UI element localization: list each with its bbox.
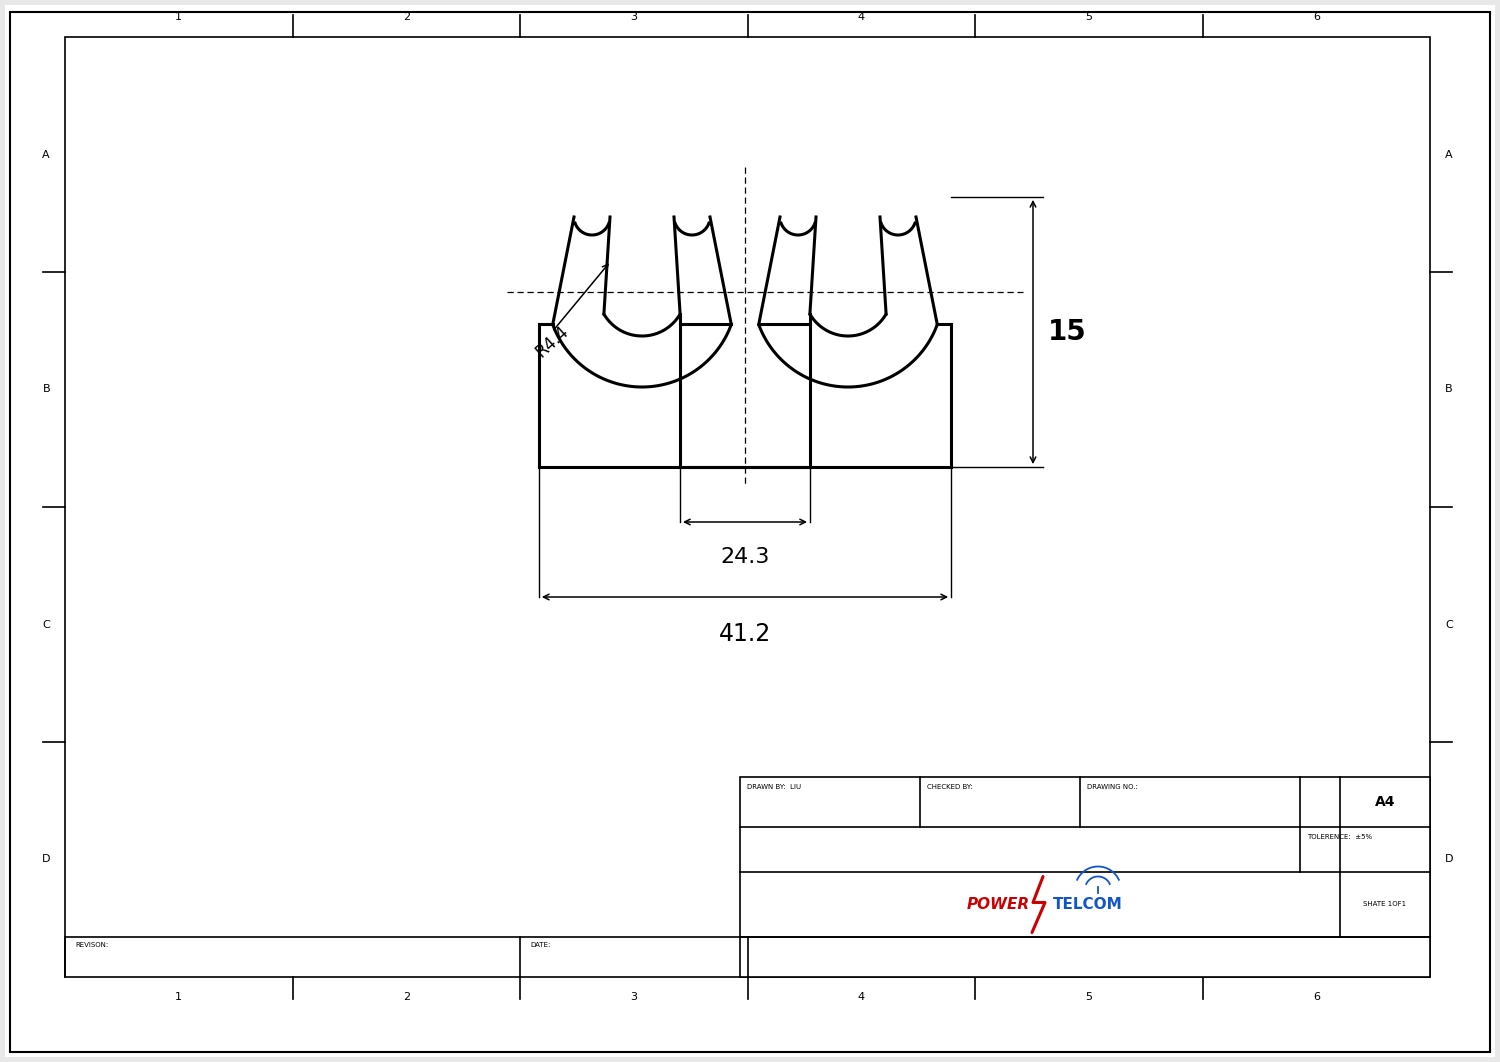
- Text: 6: 6: [1312, 992, 1320, 1003]
- Text: 4: 4: [858, 992, 865, 1003]
- Text: 24.3: 24.3: [720, 547, 770, 567]
- Text: D: D: [1444, 855, 1454, 864]
- Text: 5: 5: [1084, 12, 1092, 22]
- Text: 6: 6: [1312, 12, 1320, 22]
- Text: DRAWING NO.:: DRAWING NO.:: [1088, 784, 1138, 790]
- Text: B: B: [1444, 384, 1452, 394]
- Text: C: C: [1444, 619, 1452, 630]
- Text: 2: 2: [402, 992, 410, 1003]
- Text: TOLERENCE:  ±5%: TOLERENCE: ±5%: [1306, 834, 1372, 840]
- Text: POWER: POWER: [968, 897, 1030, 912]
- Text: B: B: [42, 384, 50, 394]
- Text: REVISON:: REVISON:: [75, 942, 108, 948]
- Bar: [740, 777, 1430, 977]
- Text: TELCOM: TELCOM: [1053, 897, 1122, 912]
- Text: 5: 5: [1084, 992, 1092, 1003]
- Text: 3: 3: [630, 992, 638, 1003]
- Text: A: A: [42, 150, 50, 159]
- Text: 15: 15: [1048, 318, 1086, 346]
- Text: 4: 4: [858, 12, 865, 22]
- Text: DATE:: DATE:: [530, 942, 550, 948]
- Text: 2: 2: [402, 12, 410, 22]
- Text: 1: 1: [176, 992, 183, 1003]
- Text: C: C: [42, 619, 50, 630]
- Text: SHATE 1OF1: SHATE 1OF1: [1364, 902, 1407, 908]
- Text: D: D: [42, 855, 50, 864]
- Text: A: A: [1444, 150, 1452, 159]
- Text: 1: 1: [176, 12, 183, 22]
- Text: 41.2: 41.2: [718, 622, 771, 646]
- Text: A4: A4: [1374, 795, 1395, 809]
- Text: R4.4: R4.4: [532, 323, 572, 361]
- Text: CHECKED BY:: CHECKED BY:: [927, 784, 972, 790]
- Bar: [740, 777, 1430, 977]
- Text: DRAWN BY:  LIU: DRAWN BY: LIU: [747, 784, 801, 790]
- Text: 3: 3: [630, 12, 638, 22]
- Bar: [64, 37, 1429, 977]
